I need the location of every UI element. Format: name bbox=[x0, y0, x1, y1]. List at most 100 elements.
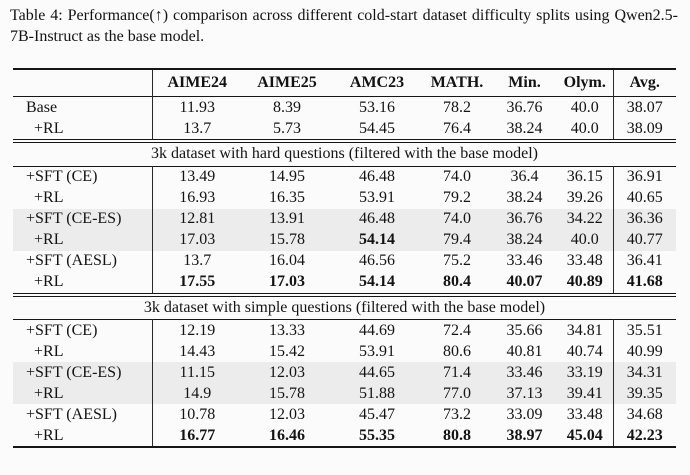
row-label: Base bbox=[13, 96, 153, 119]
cell-value: 5.73 bbox=[273, 119, 301, 137]
cell-value: 14.43 bbox=[179, 342, 216, 360]
cell-value: 36.36 bbox=[612, 208, 676, 230]
cell-value: 17.03 bbox=[269, 273, 305, 291]
cell-value: 44.65 bbox=[359, 363, 395, 381]
cell-value: 40.0 bbox=[570, 98, 599, 116]
cell-value: 51.88 bbox=[359, 384, 395, 402]
cell-value: 16.93 bbox=[179, 189, 216, 207]
cell-value: 40.89 bbox=[566, 273, 603, 291]
column-header: AMC23 bbox=[349, 73, 405, 91]
cell-value: 77.0 bbox=[443, 384, 471, 402]
header-row: AIME24 AIME25 AMC23 MATH. Min. Olym. Avg. bbox=[13, 68, 676, 97]
column-header: AIME24 bbox=[167, 73, 228, 91]
table-row: +RL 17.55 17.03 54.14 80.4 40.07 40.89 41.68 bbox=[13, 271, 676, 295]
row-label: +SFT (CE-ES) bbox=[13, 362, 153, 384]
cell-value: 13.33 bbox=[269, 321, 305, 339]
table-row: +RL 14.43 15.42 53.91 80.6 40.81 40.74 40.99 bbox=[13, 341, 676, 363]
cell-value: 16.35 bbox=[269, 189, 305, 207]
column-header: MATH. bbox=[430, 73, 484, 91]
row-label: +SFT (AESL) bbox=[13, 250, 153, 272]
cell-value: 39.41 bbox=[566, 384, 603, 402]
cell-value: 38.24 bbox=[506, 119, 543, 137]
cell-value: 34.68 bbox=[612, 404, 676, 426]
results-table: AIME24 AIME25 AMC23 MATH. Min. Olym. Avg. Base… bbox=[13, 67, 676, 449]
cell-value: 40.0 bbox=[570, 119, 599, 137]
cell-value: 78.2 bbox=[443, 98, 471, 116]
cell-value: 54.14 bbox=[359, 273, 395, 291]
cell-value: 45.47 bbox=[359, 405, 395, 423]
table-row: +SFT (CE-ES) 11.15 12.03 44.65 71.4 33.46 33.1… bbox=[13, 362, 676, 384]
table-row: +RL 14.9 15.78 51.88 77.0 37.13 39.41 39.35 bbox=[13, 383, 676, 405]
cell-value: 33.46 bbox=[506, 252, 543, 270]
row-label: +RL bbox=[13, 383, 153, 405]
cell-value: 38.09 bbox=[612, 118, 676, 142]
cell-value: 37.13 bbox=[506, 384, 543, 402]
row-label: +RL bbox=[13, 271, 153, 295]
cell-value: 55.35 bbox=[359, 426, 395, 444]
cell-value: 17.55 bbox=[179, 273, 216, 291]
table-row: +SFT (CE) 12.19 13.33 44.69 72.4 35.66 34.81 35… bbox=[13, 319, 676, 342]
column-header: Olym. bbox=[563, 73, 606, 91]
cell-value: 46.56 bbox=[359, 252, 395, 270]
cell-value: 36.4 bbox=[510, 168, 539, 186]
row-label: +SFT (CE) bbox=[13, 319, 153, 342]
cell-value: 54.45 bbox=[359, 119, 395, 137]
cell-value: 34.31 bbox=[612, 362, 676, 384]
cell-value: 17.03 bbox=[179, 231, 216, 249]
cell-value: 33.46 bbox=[506, 363, 543, 381]
cell-value: 36.76 bbox=[506, 210, 543, 228]
cell-value: 40.0 bbox=[570, 231, 599, 249]
table-row: +RL 16.93 16.35 53.91 79.2 38.24 39.26 40.65 bbox=[13, 187, 676, 209]
cell-value: 36.15 bbox=[566, 168, 603, 186]
cell-value: 54.14 bbox=[359, 231, 395, 249]
table-row: +SFT (AESL) 13.7 16.04 46.56 75.2 33.46 33.48 3… bbox=[13, 250, 676, 272]
cell-value: 40.99 bbox=[612, 341, 676, 363]
corner-cell bbox=[13, 68, 153, 97]
cell-value: 73.2 bbox=[443, 405, 471, 423]
cell-value: 13.49 bbox=[179, 168, 216, 186]
cell-value: 74.0 bbox=[443, 210, 471, 228]
cell-value: 8.39 bbox=[273, 98, 301, 116]
row-label: +SFT (CE-ES) bbox=[13, 208, 153, 230]
table-row: +RL 17.03 15.78 54.14 79.4 38.24 40.0 40.77 bbox=[13, 229, 676, 251]
cell-value: 12.81 bbox=[179, 210, 216, 228]
cell-value: 75.2 bbox=[443, 252, 471, 270]
table-body: Base 11.93 8.39 53.16 78.2 36.76 40.0 38.07 +RL 1… bbox=[13, 96, 676, 448]
cell-value: 39.35 bbox=[612, 383, 676, 405]
cell-value: 11.93 bbox=[179, 98, 215, 116]
cell-value: 40.81 bbox=[506, 342, 543, 360]
table-row: Base 11.93 8.39 53.16 78.2 36.76 40.0 38.07 bbox=[13, 96, 676, 119]
cell-value: 13.7 bbox=[183, 252, 212, 270]
cell-value: 40.07 bbox=[506, 273, 543, 291]
cell-value: 36.91 bbox=[612, 166, 676, 188]
cell-value: 34.22 bbox=[566, 210, 603, 228]
cell-value: 10.78 bbox=[179, 405, 216, 423]
cell-value: 15.78 bbox=[269, 384, 305, 402]
section-title-row: 3k dataset with hard questions (filtered… bbox=[13, 141, 676, 167]
cell-value: 12.19 bbox=[179, 321, 216, 339]
cell-value: 12.03 bbox=[269, 405, 305, 423]
cell-value: 15.42 bbox=[269, 342, 305, 360]
table-header: AIME24 AIME25 AMC23 MATH. Min. Olym. Avg. bbox=[13, 68, 676, 97]
table-caption: Table 4: Performance(↑) comparison acros… bbox=[10, 7, 678, 45]
row-label: +RL bbox=[13, 425, 153, 448]
cell-value: 38.07 bbox=[612, 96, 676, 119]
row-label: +RL bbox=[13, 187, 153, 209]
column-header: Avg. bbox=[612, 68, 676, 97]
cell-value: 13.7 bbox=[183, 119, 212, 137]
section-title-row: 3k dataset with simple questions (filter… bbox=[13, 294, 676, 320]
cell-value: 74.0 bbox=[443, 168, 471, 186]
cell-value: 34.81 bbox=[566, 321, 603, 339]
row-label: +SFT (AESL) bbox=[13, 404, 153, 426]
cell-value: 35.66 bbox=[506, 321, 543, 339]
cell-value: 11.15 bbox=[179, 363, 215, 381]
cell-value: 40.74 bbox=[566, 342, 603, 360]
cell-value: 41.68 bbox=[612, 271, 676, 295]
cell-value: 16.77 bbox=[179, 426, 216, 444]
cell-value: 33.48 bbox=[566, 252, 603, 270]
cell-value: 53.16 bbox=[359, 98, 395, 116]
table-row: +SFT (CE-ES) 12.81 13.91 46.48 74.0 36.76 34.2… bbox=[13, 208, 676, 230]
cell-value: 16.46 bbox=[269, 426, 305, 444]
cell-value: 38.97 bbox=[506, 426, 543, 444]
cell-value: 79.2 bbox=[443, 189, 471, 207]
